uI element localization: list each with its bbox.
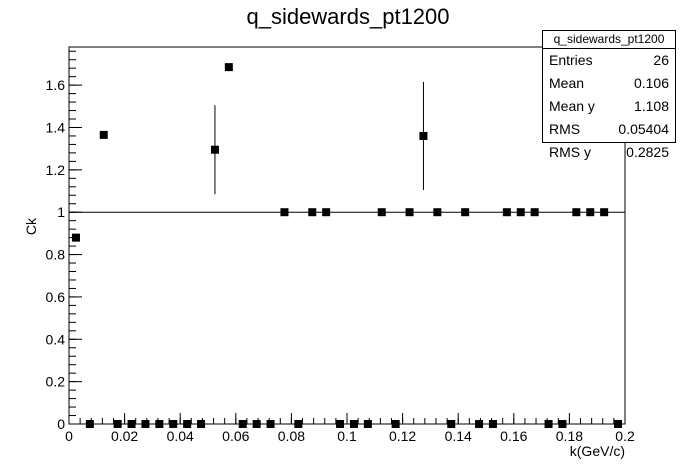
y-axis-label: Ck (23, 217, 39, 235)
stats-label: RMS (549, 121, 581, 137)
x-tick-label: 0.2 (615, 428, 635, 444)
data-point (85, 420, 94, 428)
x-tick-label: 0.1 (337, 428, 357, 444)
x-axis-label: k(GeV/c) (570, 443, 625, 459)
x-tick-label: 0.06 (222, 428, 249, 444)
stats-value: 1.108 (633, 98, 669, 114)
stats-row-mean: Mean 0.106 (543, 72, 675, 95)
data-point (238, 420, 247, 428)
data-markers (71, 63, 623, 428)
stats-row-entries: Entries 26 (543, 49, 675, 72)
data-point (461, 208, 470, 217)
x-tick-label: 0.18 (556, 428, 583, 444)
y-tick-label: 1.6 (46, 77, 66, 93)
x-tick-label: 0.08 (278, 428, 305, 444)
data-point (224, 63, 233, 72)
y-tick-label: 1 (57, 204, 65, 220)
data-point (419, 131, 428, 140)
data-point (516, 208, 525, 217)
data-point (530, 208, 539, 217)
data-point (572, 208, 581, 217)
data-point (614, 420, 623, 428)
data-point (377, 208, 386, 217)
data-point (502, 208, 511, 217)
y-tick-label: 1.2 (46, 162, 66, 178)
y-tick-label: 0.6 (46, 289, 66, 305)
data-point (141, 420, 150, 428)
stats-value: 0.106 (633, 75, 669, 91)
stats-label: Mean y (549, 98, 595, 114)
stats-row-rms: RMS 0.05404 (543, 118, 675, 141)
stats-title: q_sidewards_pt1200 (543, 31, 675, 49)
data-point (169, 420, 178, 428)
stats-box: q_sidewards_pt1200 Entries 26 Mean 0.106… (542, 30, 676, 160)
stats-value: 26 (653, 52, 669, 68)
data-point (544, 420, 553, 428)
x-tick-label: 0.16 (500, 428, 527, 444)
x-axis: 0 0.02 0.04 0.06 0.08 0.1 0.12 0.14 0.16 0.18 0.2 (65, 413, 635, 444)
x-tick-label: 0.02 (111, 428, 138, 444)
y-tick-label: 0.8 (46, 247, 66, 263)
stats-row-rms-y: RMS y 0.2825 (543, 141, 675, 164)
data-point (308, 208, 317, 217)
data-point (349, 420, 358, 428)
data-point (488, 420, 497, 428)
data-point (113, 420, 122, 428)
data-point (99, 130, 108, 139)
data-point (294, 420, 303, 428)
y-tick-label: 1.4 (46, 119, 66, 135)
x-tick-label: 0.14 (445, 428, 472, 444)
y-axis: 0 0.2 0.4 0.6 0.8 1 1.2 1.4 1.6 (46, 50, 82, 432)
chart-title: q_sidewards_pt1200 (246, 4, 449, 29)
data-point (600, 208, 609, 217)
data-point (391, 420, 400, 428)
data-point (280, 208, 289, 217)
stats-value: 0.05404 (618, 121, 669, 137)
data-point (586, 208, 595, 217)
y-tick-label: 0.2 (46, 374, 66, 390)
stats-value: 0.2825 (626, 144, 669, 160)
data-point (475, 420, 484, 428)
data-point (210, 145, 219, 154)
data-point (155, 420, 164, 428)
data-point (336, 420, 345, 428)
data-point (363, 420, 372, 428)
data-point (252, 420, 261, 428)
data-point (183, 420, 192, 428)
x-tick-label: 0.04 (167, 428, 194, 444)
x-tick-label: 0 (65, 428, 73, 444)
y-tick-label: 0.4 (46, 331, 66, 347)
data-point (405, 208, 414, 217)
y-tick-label: 0 (57, 416, 65, 432)
stats-label: Mean (549, 75, 585, 91)
x-tick-label: 0.12 (389, 428, 416, 444)
data-point (127, 420, 136, 428)
data-point (266, 420, 275, 428)
data-point (71, 233, 80, 242)
data-point (433, 208, 442, 217)
stats-row-mean-y: Mean y 1.108 (543, 95, 675, 118)
data-point (558, 420, 567, 428)
stats-label: Entries (549, 52, 593, 68)
stats-label: RMS y (549, 144, 591, 160)
data-point (197, 420, 206, 428)
data-point (322, 208, 331, 217)
data-point (447, 420, 456, 428)
